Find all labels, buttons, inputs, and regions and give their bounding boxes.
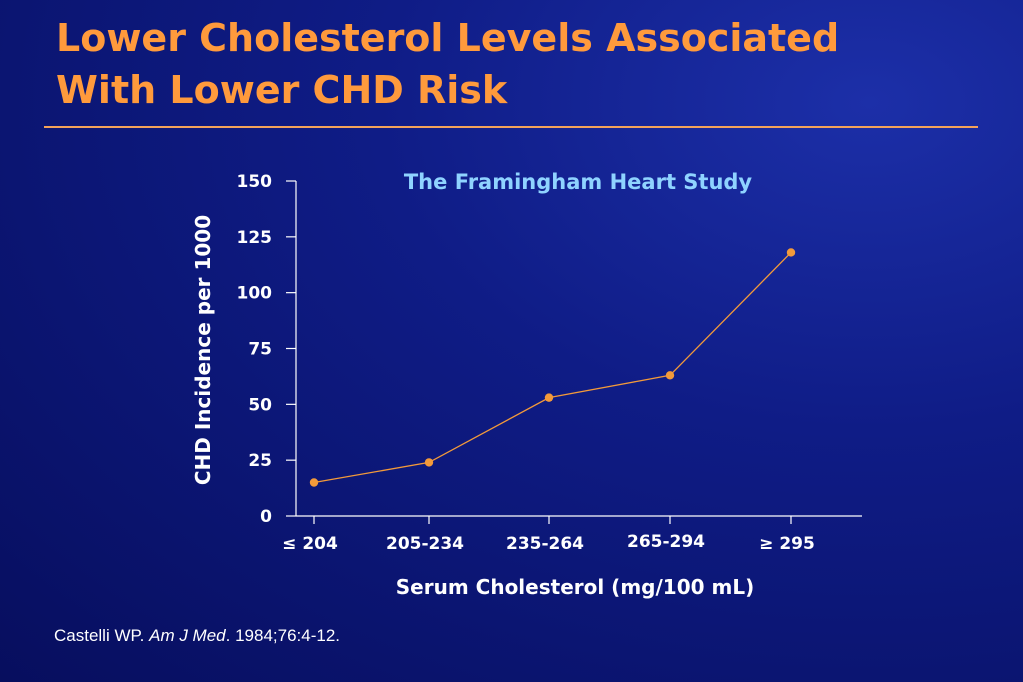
- axes: [295, 181, 862, 517]
- x-tick-label: 205-234: [386, 534, 464, 554]
- title-line-2: With Lower CHD Risk: [56, 68, 508, 113]
- y-ticks: 0 25 50 75 100 125 150: [237, 172, 296, 527]
- data-point: [544, 393, 554, 402]
- x-tick-label: ≥ 295: [759, 534, 815, 554]
- citation-details: . 1984;76:4-12.: [225, 626, 341, 645]
- y-tick-label: 0: [260, 507, 272, 527]
- x-tick-label: ≤ 204: [282, 534, 338, 554]
- y-tick-label: 100: [237, 284, 273, 304]
- y-tick-label: 150: [237, 172, 273, 192]
- citation: Castelli WP. Am J Med. 1984;76:4-12.: [54, 626, 340, 646]
- x-axis-label: Serum Cholesterol (mg/100 mL): [396, 575, 754, 599]
- x-tick-label: 235-264: [506, 534, 584, 554]
- citation-author: Castelli WP.: [54, 626, 150, 645]
- data-point: [424, 458, 434, 467]
- series-line: [313, 252, 792, 484]
- slide-title: Lower Cholesterol Levels Associated With…: [56, 12, 996, 117]
- citation-journal: Am J Med: [149, 626, 226, 645]
- y-tick-label: 50: [248, 395, 272, 415]
- series: [309, 248, 796, 487]
- title-line-1: Lower Cholesterol Levels Associated: [56, 16, 840, 60]
- data-point: [665, 371, 675, 380]
- chart-title: The Framingham Heart Study: [404, 170, 753, 194]
- data-point: [309, 478, 319, 487]
- x-tick-label: 265-294: [627, 532, 705, 552]
- x-ticks: ≤ 204 205-234 235-264 265-294 ≥ 295: [282, 516, 815, 554]
- y-tick-label: 75: [248, 340, 272, 360]
- data-point: [786, 248, 796, 257]
- title-divider: [44, 126, 978, 128]
- y-tick-label: 25: [248, 451, 272, 471]
- y-axis-label: CHD Incidence per 1000: [191, 215, 215, 485]
- y-tick-label: 125: [237, 228, 273, 248]
